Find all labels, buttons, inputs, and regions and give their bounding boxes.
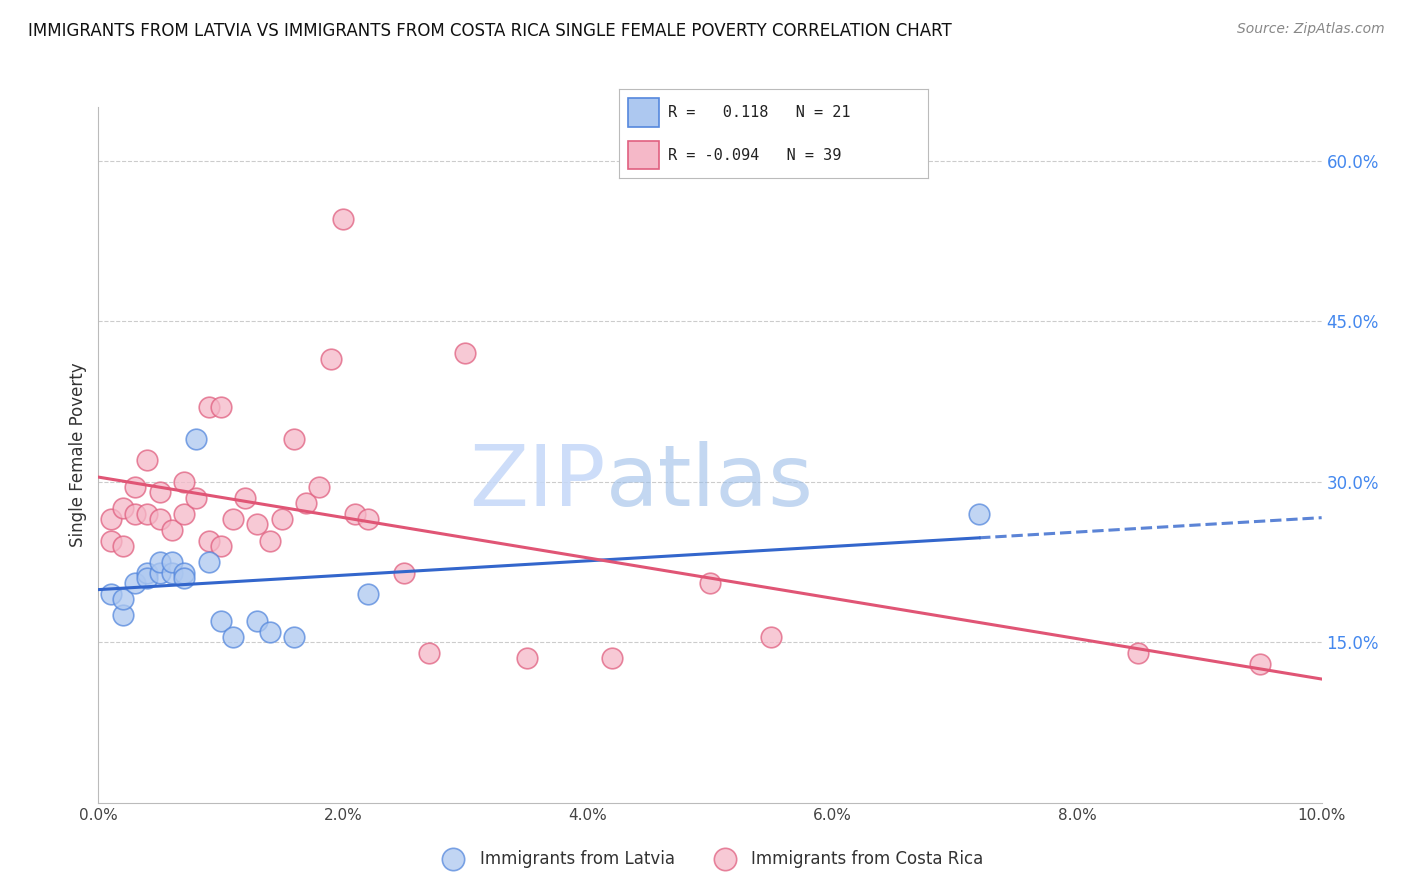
Point: [149, 485, 172, 500]
Point: [209, 614, 232, 628]
Point: [136, 571, 159, 585]
Point: [259, 533, 281, 548]
Point: [332, 212, 354, 227]
Point: [209, 400, 232, 414]
Point: [356, 512, 378, 526]
Point: [967, 507, 990, 521]
Point: [222, 512, 245, 526]
Point: [186, 432, 208, 446]
Point: [124, 480, 146, 494]
Point: [319, 351, 342, 366]
Point: [197, 533, 219, 548]
Point: [173, 571, 195, 585]
Point: [100, 587, 122, 601]
Point: [344, 507, 367, 521]
Point: [136, 453, 159, 467]
Point: [136, 566, 159, 580]
Point: [111, 539, 134, 553]
Point: [356, 587, 378, 601]
Point: [197, 555, 219, 569]
Y-axis label: Single Female Poverty: Single Female Poverty: [69, 363, 87, 547]
Legend: Immigrants from Latvia, Immigrants from Costa Rica: Immigrants from Latvia, Immigrants from …: [430, 843, 990, 874]
Point: [124, 507, 146, 521]
Point: [100, 512, 122, 526]
Point: [160, 523, 183, 537]
Text: R =   0.118   N = 21: R = 0.118 N = 21: [668, 105, 851, 120]
Point: [454, 346, 477, 360]
Point: [233, 491, 256, 505]
Point: [209, 539, 232, 553]
Point: [516, 651, 538, 665]
Point: [173, 566, 195, 580]
Point: [600, 651, 623, 665]
Point: [111, 608, 134, 623]
Point: [283, 432, 305, 446]
Text: R = -0.094   N = 39: R = -0.094 N = 39: [668, 148, 842, 162]
Bar: [628, 141, 659, 169]
Point: [173, 507, 195, 521]
Point: [246, 517, 269, 532]
Point: [149, 512, 172, 526]
Point: [100, 533, 122, 548]
Point: [1128, 646, 1150, 660]
Point: [124, 576, 146, 591]
Text: atlas: atlas: [606, 442, 814, 524]
Point: [197, 400, 219, 414]
Text: ZIP: ZIP: [470, 442, 606, 524]
Point: [283, 630, 305, 644]
Text: Source: ZipAtlas.com: Source: ZipAtlas.com: [1237, 22, 1385, 37]
Point: [1249, 657, 1271, 671]
Point: [246, 614, 269, 628]
Point: [160, 555, 183, 569]
Point: [136, 507, 159, 521]
Point: [149, 555, 172, 569]
Point: [149, 566, 172, 580]
Point: [759, 630, 782, 644]
Point: [699, 576, 721, 591]
Point: [160, 566, 183, 580]
Point: [111, 501, 134, 516]
Point: [222, 630, 245, 644]
Point: [259, 624, 281, 639]
Point: [270, 512, 292, 526]
Point: [392, 566, 416, 580]
Point: [418, 646, 440, 660]
Point: [295, 496, 318, 510]
Point: [186, 491, 208, 505]
Point: [173, 475, 195, 489]
Point: [308, 480, 330, 494]
Point: [111, 592, 134, 607]
Bar: [628, 98, 659, 127]
Text: IMMIGRANTS FROM LATVIA VS IMMIGRANTS FROM COSTA RICA SINGLE FEMALE POVERTY CORRE: IMMIGRANTS FROM LATVIA VS IMMIGRANTS FRO…: [28, 22, 952, 40]
